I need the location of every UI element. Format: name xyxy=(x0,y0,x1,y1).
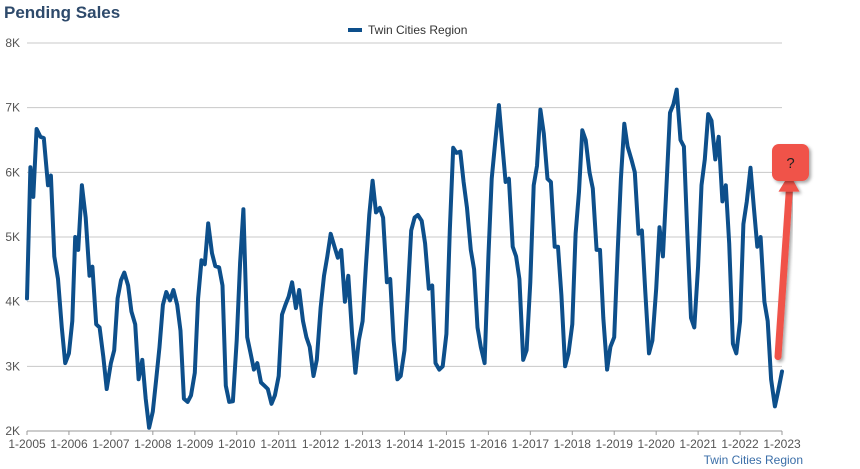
x-tick-label: 1-2023 xyxy=(763,437,801,451)
x-tick-label: 1-2016 xyxy=(470,437,508,451)
x-tick-label: 1-2006 xyxy=(50,437,88,451)
x-tick-label: 1-2008 xyxy=(134,437,172,451)
annotation-arrow-head xyxy=(778,173,800,192)
chart-title: Pending Sales xyxy=(4,3,121,22)
x-axis: 1-2005 1-2006 1-2007 1-2008 1-2009 1-2010 1-20… xyxy=(8,431,801,451)
annotation: ? xyxy=(772,144,809,361)
legend-entry[interactable]: Twin Cities Region xyxy=(368,23,467,37)
x-tick-label: 1-2017 xyxy=(512,437,550,451)
x-tick-label: 1-2021 xyxy=(679,437,717,451)
annotation-arrow-shaft xyxy=(774,184,793,361)
y-tick-label: 2K xyxy=(5,424,20,438)
series-layer xyxy=(25,87,784,430)
y-tick-label: 3K xyxy=(5,359,20,373)
y-tick-label: 8K xyxy=(5,36,20,50)
x-tick-label: 1-2010 xyxy=(218,437,256,451)
y-tick-label: 7K xyxy=(5,101,20,115)
x-tick-label: 1-2011 xyxy=(260,437,297,451)
x-tick-label: 1-2014 xyxy=(386,437,424,451)
x-tick-label: 1-2007 xyxy=(92,437,130,451)
y-tick-label: 5K xyxy=(5,230,20,244)
legend[interactable]: Twin Cities Region xyxy=(348,23,467,37)
x-tick-label: 1-2009 xyxy=(176,437,214,451)
x-tick-label: 1-2020 xyxy=(637,437,675,451)
x-tick-label: 1-2012 xyxy=(302,437,340,451)
x-tick-label: 1-2005 xyxy=(8,437,46,451)
x-tick-label: 1-2018 xyxy=(554,437,592,451)
y-tick-label: 6K xyxy=(5,165,20,179)
y-axis: 2K 3K 4K 5K 6K 7K 8K xyxy=(5,36,20,438)
x-tick-label: 1-2022 xyxy=(721,437,759,451)
series-line xyxy=(25,87,784,430)
x-tick-label: 1-2015 xyxy=(428,437,466,451)
source-label: Twin Cities Region xyxy=(703,453,803,467)
annotation-text: ? xyxy=(786,155,794,172)
x-tick-label: 1-2019 xyxy=(596,437,634,451)
x-tick-label: 1-2013 xyxy=(344,437,382,451)
annotation-box xyxy=(772,144,809,181)
y-tick-label: 4K xyxy=(5,295,20,309)
